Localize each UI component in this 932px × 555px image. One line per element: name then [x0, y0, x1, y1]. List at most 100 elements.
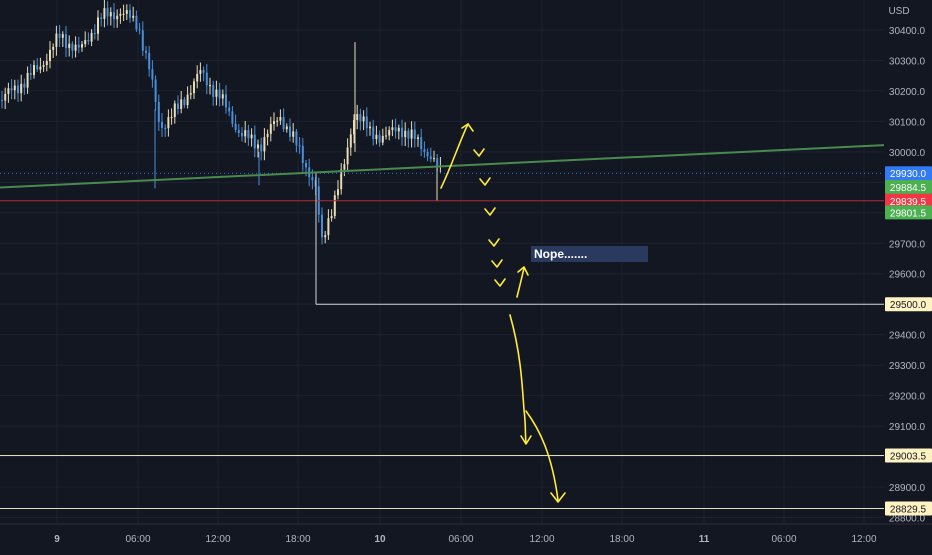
candle-body	[237, 129, 240, 133]
candle-body	[429, 156, 432, 160]
candle-body	[365, 116, 368, 129]
candle-body	[157, 101, 160, 122]
price-badge-level-high	[885, 180, 932, 195]
currency-label: USD	[888, 6, 909, 17]
x-tick-label: 18:00	[609, 534, 634, 545]
candle-body	[221, 94, 224, 99]
drawn-drop-path	[509, 314, 527, 444]
candle-body	[305, 162, 307, 168]
candle-body	[228, 107, 231, 112]
y-tick-label: 29100.0	[889, 422, 926, 433]
candle-body	[65, 34, 67, 49]
candle-body	[122, 13, 125, 15]
drawn-arrowhead-bounce	[517, 266, 529, 276]
candle-body	[327, 218, 330, 236]
candle-body	[266, 133, 269, 138]
x-tick-label: 9	[54, 534, 60, 545]
candle-body	[1, 100, 3, 102]
candle-body	[186, 94, 189, 106]
candle-body	[301, 145, 304, 163]
price-badge-support-29500	[885, 297, 932, 312]
candle-body	[241, 132, 243, 137]
annotation-label[interactable]: Nope.......	[531, 246, 648, 262]
candle-body	[250, 134, 253, 139]
candle-body	[13, 85, 16, 91]
candle-body	[61, 34, 64, 38]
drawn-arrowhead-drop2	[550, 492, 566, 503]
y-tick-label: 29300.0	[889, 361, 926, 372]
candle-body	[295, 131, 298, 146]
candle-body	[106, 8, 109, 17]
candle-body	[362, 116, 365, 122]
candle-body	[375, 134, 378, 140]
candle-body	[263, 137, 266, 152]
candle-body	[29, 72, 32, 75]
trendline	[0, 144, 885, 189]
candle-body	[337, 189, 339, 196]
candle-body	[234, 123, 237, 130]
candle-body	[100, 17, 103, 19]
candle-body	[145, 50, 147, 53]
drawn-chevron	[484, 207, 496, 216]
candle-body	[26, 72, 29, 88]
candle-body	[74, 44, 77, 51]
candle-body	[321, 214, 323, 238]
price-badge-text: 29003.5	[890, 451, 927, 462]
drawn-arrowhead-drop1	[520, 435, 532, 445]
candle-body	[23, 83, 26, 88]
candle-body	[148, 52, 151, 70]
candle-body	[324, 235, 327, 238]
candle-body	[356, 113, 359, 121]
candle-body	[20, 83, 23, 94]
candle-body	[244, 130, 247, 137]
x-tick-label: 06:00	[125, 534, 150, 545]
candle-body	[116, 15, 119, 20]
price-badge-text: 29839.5	[890, 197, 927, 208]
x-tick-label: 10	[374, 534, 386, 545]
candle-body	[401, 127, 403, 138]
candle-body	[189, 93, 192, 95]
x-tick-label: 12:00	[851, 534, 876, 545]
candle-body	[90, 32, 93, 42]
candle-body	[209, 84, 211, 86]
candle-body	[170, 117, 173, 119]
drawn-chevron	[488, 238, 500, 247]
x-tick-label: 12:00	[205, 534, 230, 545]
y-tick-label: 30200.0	[889, 87, 926, 98]
candle-body	[7, 88, 10, 94]
candle-body	[177, 103, 179, 109]
y-tick-label: 30300.0	[889, 56, 926, 67]
candle-body	[340, 169, 343, 190]
y-tick-label: 28800.0	[889, 513, 926, 524]
candle-body	[285, 126, 288, 130]
candle-body	[346, 147, 349, 165]
candle-body	[17, 85, 19, 94]
candle-body	[39, 66, 42, 70]
candle-body	[343, 164, 346, 170]
candle-body	[125, 10, 128, 14]
candle-body	[141, 30, 144, 51]
candle-body	[253, 134, 256, 149]
candle-body	[391, 127, 394, 131]
candle-body	[77, 44, 80, 48]
candle-body	[260, 144, 263, 152]
candle-body	[385, 135, 387, 137]
candle-body	[289, 126, 291, 137]
y-tick-label: 29600.0	[889, 270, 926, 281]
candle-body	[68, 43, 71, 49]
candle-body	[333, 195, 336, 217]
candle-body	[173, 103, 176, 118]
candle-body	[167, 117, 170, 129]
y-tick-label: 28900.0	[889, 483, 926, 494]
candle-body	[349, 134, 352, 148]
candle-body	[311, 177, 314, 181]
x-tick-label: 12:00	[529, 534, 554, 545]
candle-body	[292, 131, 295, 137]
candle-body	[87, 40, 90, 42]
candle-body	[273, 121, 275, 125]
candle-body	[196, 73, 199, 82]
candle-body	[413, 129, 416, 139]
drawn-bounce	[516, 267, 525, 298]
